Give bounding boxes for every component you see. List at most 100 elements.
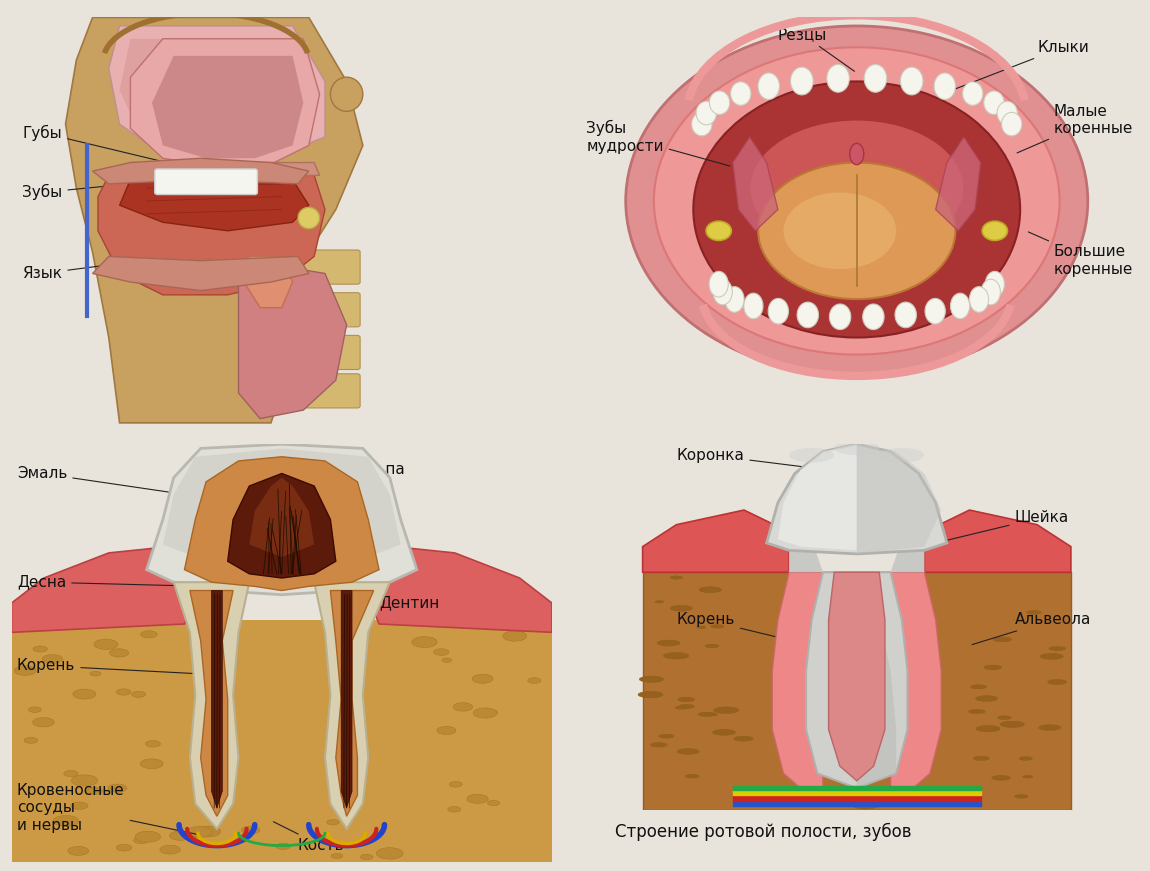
Ellipse shape	[792, 77, 812, 85]
Ellipse shape	[963, 82, 983, 105]
Ellipse shape	[474, 708, 497, 718]
Ellipse shape	[1040, 653, 1064, 659]
Ellipse shape	[768, 299, 789, 324]
Ellipse shape	[86, 787, 102, 794]
Ellipse shape	[699, 587, 721, 592]
Polygon shape	[184, 456, 380, 591]
Ellipse shape	[991, 775, 1011, 780]
Ellipse shape	[828, 74, 848, 83]
Ellipse shape	[140, 759, 163, 769]
Polygon shape	[777, 444, 857, 550]
Ellipse shape	[196, 826, 221, 837]
Ellipse shape	[434, 649, 448, 655]
Ellipse shape	[654, 601, 664, 603]
Ellipse shape	[734, 736, 753, 741]
Ellipse shape	[711, 625, 724, 628]
Text: Шейка: Шейка	[938, 510, 1068, 543]
Ellipse shape	[936, 82, 953, 91]
Ellipse shape	[360, 854, 373, 860]
Ellipse shape	[276, 843, 291, 849]
Ellipse shape	[626, 26, 1088, 376]
Ellipse shape	[678, 705, 695, 708]
Polygon shape	[773, 572, 823, 792]
Ellipse shape	[744, 294, 762, 319]
Polygon shape	[12, 544, 206, 632]
Ellipse shape	[473, 674, 493, 683]
Ellipse shape	[790, 67, 813, 95]
Ellipse shape	[750, 120, 964, 256]
FancyBboxPatch shape	[300, 374, 360, 408]
Ellipse shape	[71, 775, 98, 787]
Polygon shape	[767, 444, 946, 554]
Ellipse shape	[773, 793, 785, 797]
Ellipse shape	[827, 64, 850, 92]
Text: Кость: Кость	[274, 821, 345, 853]
Ellipse shape	[670, 605, 692, 611]
Ellipse shape	[862, 304, 884, 329]
Ellipse shape	[986, 272, 1004, 297]
Text: Эмаль: Эмаль	[17, 466, 182, 494]
Text: Альвеола: Альвеола	[972, 612, 1091, 645]
Ellipse shape	[789, 448, 834, 463]
Polygon shape	[250, 477, 314, 557]
Ellipse shape	[850, 144, 864, 165]
Ellipse shape	[453, 703, 473, 711]
Text: Язык: Язык	[22, 257, 171, 281]
Ellipse shape	[330, 78, 363, 111]
Ellipse shape	[677, 748, 699, 754]
Ellipse shape	[68, 847, 89, 855]
Ellipse shape	[895, 302, 917, 327]
Ellipse shape	[639, 676, 664, 682]
Text: Зубы
мудрости: Зубы мудрости	[586, 120, 730, 166]
Ellipse shape	[186, 827, 213, 838]
Ellipse shape	[760, 82, 777, 91]
Polygon shape	[643, 510, 789, 572]
Ellipse shape	[160, 845, 181, 854]
Polygon shape	[228, 474, 336, 578]
Polygon shape	[643, 572, 1071, 810]
Ellipse shape	[437, 726, 455, 734]
Ellipse shape	[116, 689, 131, 695]
Ellipse shape	[976, 726, 1000, 732]
Ellipse shape	[675, 706, 688, 709]
Ellipse shape	[90, 672, 101, 676]
Polygon shape	[789, 539, 823, 572]
Ellipse shape	[714, 707, 738, 713]
Ellipse shape	[706, 221, 731, 240]
Ellipse shape	[998, 110, 1015, 117]
Ellipse shape	[693, 82, 1020, 338]
Ellipse shape	[109, 649, 129, 657]
Ellipse shape	[710, 272, 728, 297]
Polygon shape	[358, 544, 552, 632]
Ellipse shape	[758, 73, 780, 99]
Text: Кровеносные
сосуды
и нервы: Кровеносные сосуды и нервы	[17, 783, 198, 834]
Ellipse shape	[975, 696, 998, 701]
Text: Корень: Корень	[17, 658, 204, 674]
Ellipse shape	[730, 82, 751, 105]
Ellipse shape	[981, 280, 1000, 305]
Polygon shape	[857, 572, 896, 788]
Ellipse shape	[713, 280, 733, 305]
Ellipse shape	[984, 665, 1002, 670]
Ellipse shape	[900, 67, 923, 95]
Ellipse shape	[986, 99, 1003, 106]
Ellipse shape	[412, 637, 437, 647]
Ellipse shape	[331, 854, 343, 859]
Polygon shape	[152, 56, 304, 159]
Ellipse shape	[685, 774, 699, 778]
Ellipse shape	[503, 631, 527, 641]
Ellipse shape	[14, 665, 37, 675]
Ellipse shape	[1002, 112, 1022, 136]
Ellipse shape	[135, 831, 161, 842]
Ellipse shape	[327, 820, 339, 825]
Ellipse shape	[698, 110, 715, 117]
Polygon shape	[12, 620, 552, 862]
Ellipse shape	[934, 73, 956, 99]
Ellipse shape	[997, 101, 1018, 125]
Ellipse shape	[24, 738, 38, 743]
Ellipse shape	[982, 221, 1007, 240]
Text: Коронка: Коронка	[676, 448, 854, 473]
Polygon shape	[190, 591, 233, 816]
Ellipse shape	[973, 756, 989, 760]
Ellipse shape	[659, 734, 674, 738]
